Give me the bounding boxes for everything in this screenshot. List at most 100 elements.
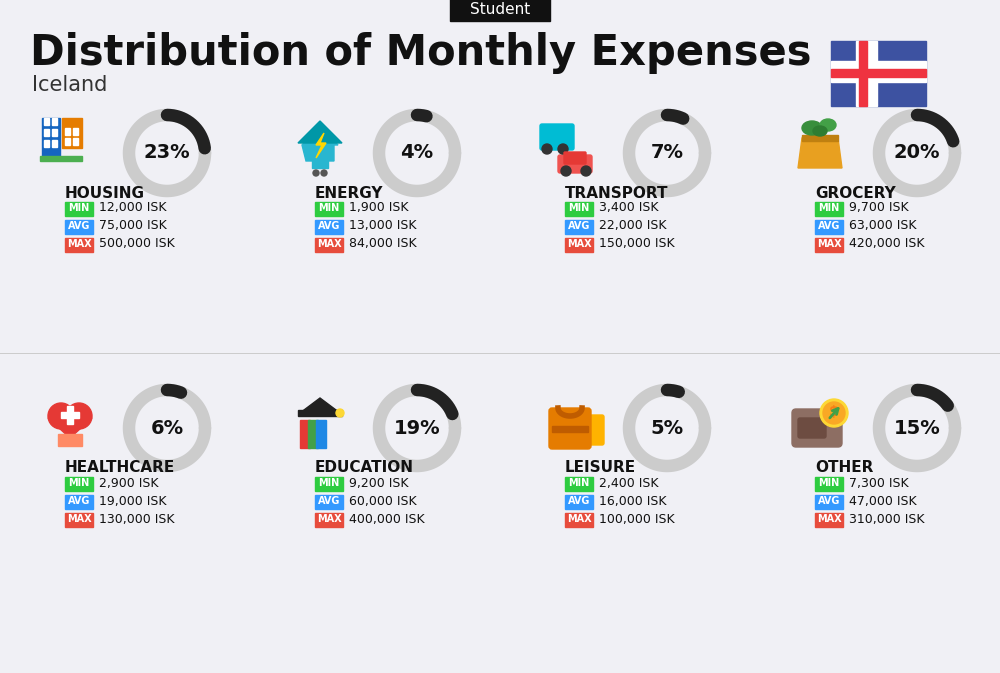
Text: AVG: AVG — [818, 496, 840, 506]
Circle shape — [336, 409, 344, 417]
Ellipse shape — [820, 119, 836, 131]
Bar — [61, 412, 79, 418]
Bar — [316, 420, 326, 448]
Text: ENERGY: ENERGY — [315, 186, 384, 201]
Text: 13,000 ISK: 13,000 ISK — [349, 219, 416, 232]
Bar — [44, 129, 49, 136]
FancyBboxPatch shape — [815, 220, 843, 234]
Bar — [856, 40, 876, 106]
Text: 9,700 ISK: 9,700 ISK — [849, 201, 909, 215]
FancyBboxPatch shape — [565, 513, 593, 527]
Text: 130,000 ISK: 130,000 ISK — [99, 513, 175, 526]
Text: 63,000 ISK: 63,000 ISK — [849, 219, 916, 232]
Bar — [802, 135, 838, 141]
Text: AVG: AVG — [68, 221, 90, 231]
Text: HOUSING: HOUSING — [65, 186, 145, 201]
Text: 22,000 ISK: 22,000 ISK — [599, 219, 666, 232]
Text: 100,000 ISK: 100,000 ISK — [599, 513, 675, 526]
Text: 16,000 ISK: 16,000 ISK — [599, 495, 666, 507]
FancyBboxPatch shape — [65, 513, 93, 527]
Polygon shape — [798, 138, 842, 168]
Text: 60,000 ISK: 60,000 ISK — [349, 495, 417, 507]
Bar — [44, 118, 49, 125]
Text: 19%: 19% — [394, 419, 440, 437]
FancyBboxPatch shape — [315, 220, 343, 234]
Text: 1,900 ISK: 1,900 ISK — [349, 201, 409, 215]
FancyBboxPatch shape — [450, 0, 550, 21]
Text: MAX: MAX — [567, 514, 591, 524]
FancyBboxPatch shape — [798, 418, 826, 438]
Bar — [300, 420, 310, 448]
FancyBboxPatch shape — [315, 202, 343, 216]
Circle shape — [558, 144, 568, 154]
Text: GROCERY: GROCERY — [815, 186, 896, 201]
Text: MIN: MIN — [68, 478, 90, 488]
Text: AVG: AVG — [568, 496, 590, 506]
FancyBboxPatch shape — [815, 477, 843, 491]
Text: OTHER: OTHER — [815, 460, 873, 476]
Bar — [44, 140, 49, 147]
FancyBboxPatch shape — [576, 415, 604, 445]
Text: $: $ — [829, 405, 839, 419]
Text: 75,000 ISK: 75,000 ISK — [99, 219, 167, 232]
Bar — [62, 118, 82, 148]
Circle shape — [321, 170, 327, 176]
Polygon shape — [300, 398, 340, 413]
Text: MIN: MIN — [818, 478, 840, 488]
Text: Student: Student — [470, 1, 530, 17]
Text: AVG: AVG — [568, 221, 590, 231]
Text: 9,200 ISK: 9,200 ISK — [349, 476, 409, 489]
Circle shape — [313, 170, 319, 176]
Text: HEALTHCARE: HEALTHCARE — [65, 460, 175, 476]
Text: AVG: AVG — [318, 496, 340, 506]
Bar — [52, 118, 57, 125]
FancyBboxPatch shape — [540, 124, 574, 150]
Bar — [40, 156, 82, 161]
Text: LEISURE: LEISURE — [565, 460, 636, 476]
Bar — [298, 410, 342, 416]
FancyBboxPatch shape — [565, 477, 593, 491]
FancyBboxPatch shape — [815, 513, 843, 527]
Text: 3,400 ISK: 3,400 ISK — [599, 201, 658, 215]
Bar — [52, 140, 57, 147]
Bar — [73, 138, 78, 145]
Text: Distribution of Monthly Expenses: Distribution of Monthly Expenses — [30, 32, 812, 74]
Text: 23%: 23% — [144, 143, 190, 162]
FancyBboxPatch shape — [564, 152, 586, 164]
FancyBboxPatch shape — [65, 495, 93, 509]
Text: MIN: MIN — [568, 203, 590, 213]
Text: TRANSPORT: TRANSPORT — [565, 186, 668, 201]
Text: MAX: MAX — [817, 239, 841, 249]
Text: 150,000 ISK: 150,000 ISK — [599, 238, 675, 250]
FancyBboxPatch shape — [792, 409, 842, 447]
Polygon shape — [298, 121, 342, 143]
Bar — [42, 118, 60, 158]
FancyBboxPatch shape — [65, 477, 93, 491]
FancyBboxPatch shape — [315, 238, 343, 252]
Polygon shape — [302, 125, 338, 161]
FancyBboxPatch shape — [558, 155, 592, 173]
FancyBboxPatch shape — [315, 477, 343, 491]
Bar — [830, 69, 926, 77]
Text: MAX: MAX — [567, 239, 591, 249]
FancyBboxPatch shape — [565, 495, 593, 509]
Text: Iceland: Iceland — [32, 75, 107, 95]
Text: 420,000 ISK: 420,000 ISK — [849, 238, 924, 250]
Text: MIN: MIN — [318, 203, 340, 213]
Text: 84,000 ISK: 84,000 ISK — [349, 238, 417, 250]
Text: MAX: MAX — [317, 514, 341, 524]
Bar — [830, 61, 926, 81]
Text: 47,000 ISK: 47,000 ISK — [849, 495, 917, 507]
Text: MAX: MAX — [67, 514, 91, 524]
Text: EDUCATION: EDUCATION — [315, 460, 414, 476]
FancyBboxPatch shape — [65, 238, 93, 252]
Bar — [65, 128, 70, 135]
Circle shape — [581, 166, 591, 176]
Text: 2,900 ISK: 2,900 ISK — [99, 476, 158, 489]
Bar — [308, 420, 318, 448]
Circle shape — [48, 403, 74, 429]
FancyBboxPatch shape — [565, 202, 593, 216]
Text: MIN: MIN — [68, 203, 90, 213]
FancyBboxPatch shape — [315, 495, 343, 509]
Text: 310,000 ISK: 310,000 ISK — [849, 513, 924, 526]
